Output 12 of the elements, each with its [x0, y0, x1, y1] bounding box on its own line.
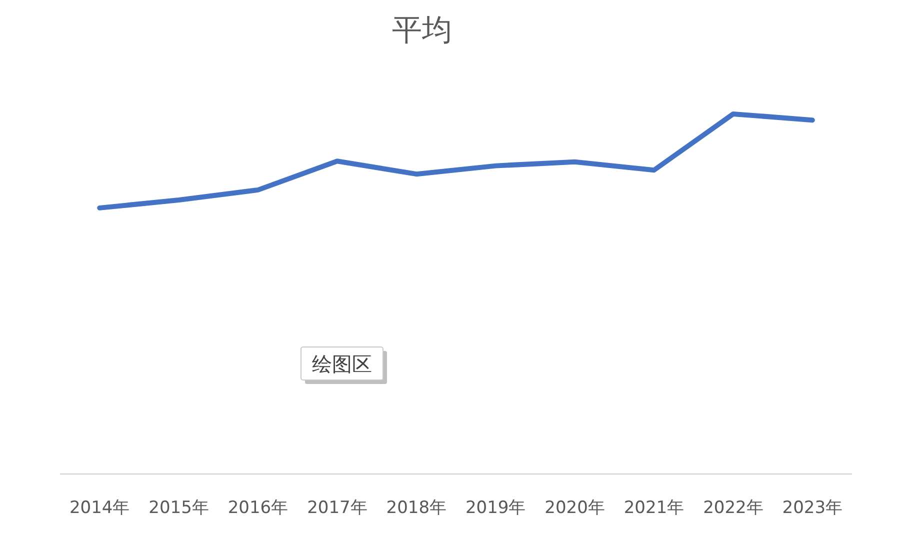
- annotation: 绘图区: [312, 352, 372, 376]
- chart-title: 平均: [392, 13, 452, 48]
- x-tick-label: 2015年: [148, 498, 209, 518]
- x-tick-label: 2018年: [386, 498, 447, 518]
- x-tick-label: 2021年: [624, 498, 684, 518]
- x-tick-label: 2022年: [703, 498, 764, 518]
- x-tick-label: 2019年: [465, 498, 526, 518]
- x-tick-label: 2020年: [544, 498, 605, 518]
- x-tick-label: 2023年: [782, 498, 843, 518]
- x-tick-label: 2017年: [307, 498, 368, 518]
- x-tick-label: 2014年: [69, 498, 130, 518]
- x-tick-label: 2016年: [228, 498, 288, 518]
